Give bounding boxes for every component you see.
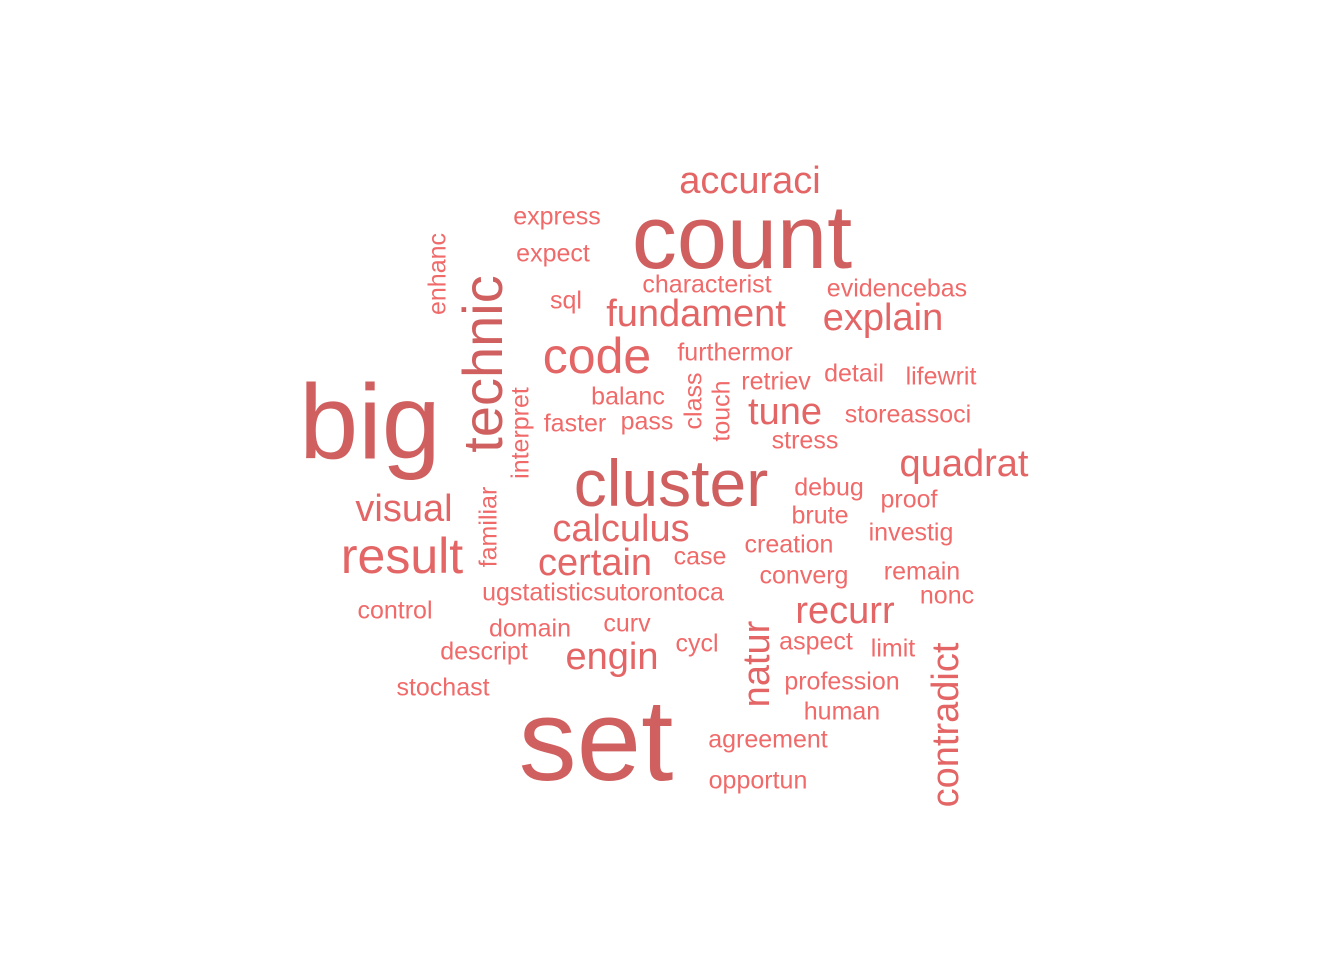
word-furthermor: furthermor xyxy=(677,338,793,367)
word-interpret: interpret xyxy=(506,387,535,479)
word-class: class xyxy=(679,372,708,430)
word-tune: tune xyxy=(748,391,822,433)
word-natur: natur xyxy=(736,620,778,708)
word-express: express xyxy=(513,202,601,231)
word-stochast: stochast xyxy=(396,673,490,702)
word-stress: stress xyxy=(771,426,839,455)
word-storeassoci: storeassoci xyxy=(844,400,972,429)
word-agreement: agreement xyxy=(708,725,828,754)
word-detail: detail xyxy=(824,359,884,388)
word-touch: touch xyxy=(707,380,736,442)
word-creation: creation xyxy=(744,530,834,559)
word-domain: domain xyxy=(489,614,571,643)
word-certain: certain xyxy=(537,542,653,584)
word-ugstatisticsutorontoca: ugstatisticsutorontoca xyxy=(482,578,724,607)
word-investig: investig xyxy=(868,518,954,547)
word-pass: pass xyxy=(620,407,674,436)
word-curv: curv xyxy=(603,609,651,638)
word-big: big xyxy=(299,363,441,481)
word-limit: limit xyxy=(870,634,916,663)
word-converg: converg xyxy=(759,561,849,590)
word-debug: debug xyxy=(794,473,864,502)
word-contradict: contradict xyxy=(925,642,967,808)
word-case: case xyxy=(673,542,727,571)
word-human: human xyxy=(803,697,881,726)
word-cluster: cluster xyxy=(573,446,769,520)
word-retriev: retriev xyxy=(741,367,811,396)
word-familiar: familiar xyxy=(474,486,503,568)
word-technic: technic xyxy=(451,275,514,453)
word-evidencebas: evidencebas xyxy=(826,274,968,303)
word-accuraci: accuraci xyxy=(679,160,821,202)
word-set: set xyxy=(518,675,674,805)
word-code: code xyxy=(542,328,652,384)
word-engin: engin xyxy=(565,636,659,678)
word-recurr: recurr xyxy=(795,590,895,632)
word-visual: visual xyxy=(355,488,453,530)
word-sql: sql xyxy=(550,286,582,315)
word-proof: proof xyxy=(880,485,938,514)
word-aspect: aspect xyxy=(779,627,853,656)
word-lifewrit: lifewrit xyxy=(905,362,977,391)
word-nonc: nonc xyxy=(919,581,975,610)
word-cycl: cycl xyxy=(675,629,719,658)
word-expect: expect xyxy=(516,239,590,268)
word-remain: remain xyxy=(883,557,961,586)
word-enhanc: enhanc xyxy=(423,232,452,316)
word-opportun: opportun xyxy=(708,766,808,795)
word-explain: explain xyxy=(822,297,944,339)
word-characterist: characterist xyxy=(642,270,772,299)
word-brute: brute xyxy=(791,501,849,530)
word-profession: profession xyxy=(784,667,900,696)
word-faster: faster xyxy=(543,409,607,438)
word-balanc: balanc xyxy=(591,382,665,411)
word-fundament: fundament xyxy=(606,293,786,335)
word-descript: descript xyxy=(440,637,528,666)
word-quadrat: quadrat xyxy=(899,443,1029,485)
word-count: count xyxy=(631,188,853,288)
word-result: result xyxy=(340,528,464,584)
word-calculus: calculus xyxy=(552,508,690,550)
word-control: control xyxy=(357,596,433,625)
